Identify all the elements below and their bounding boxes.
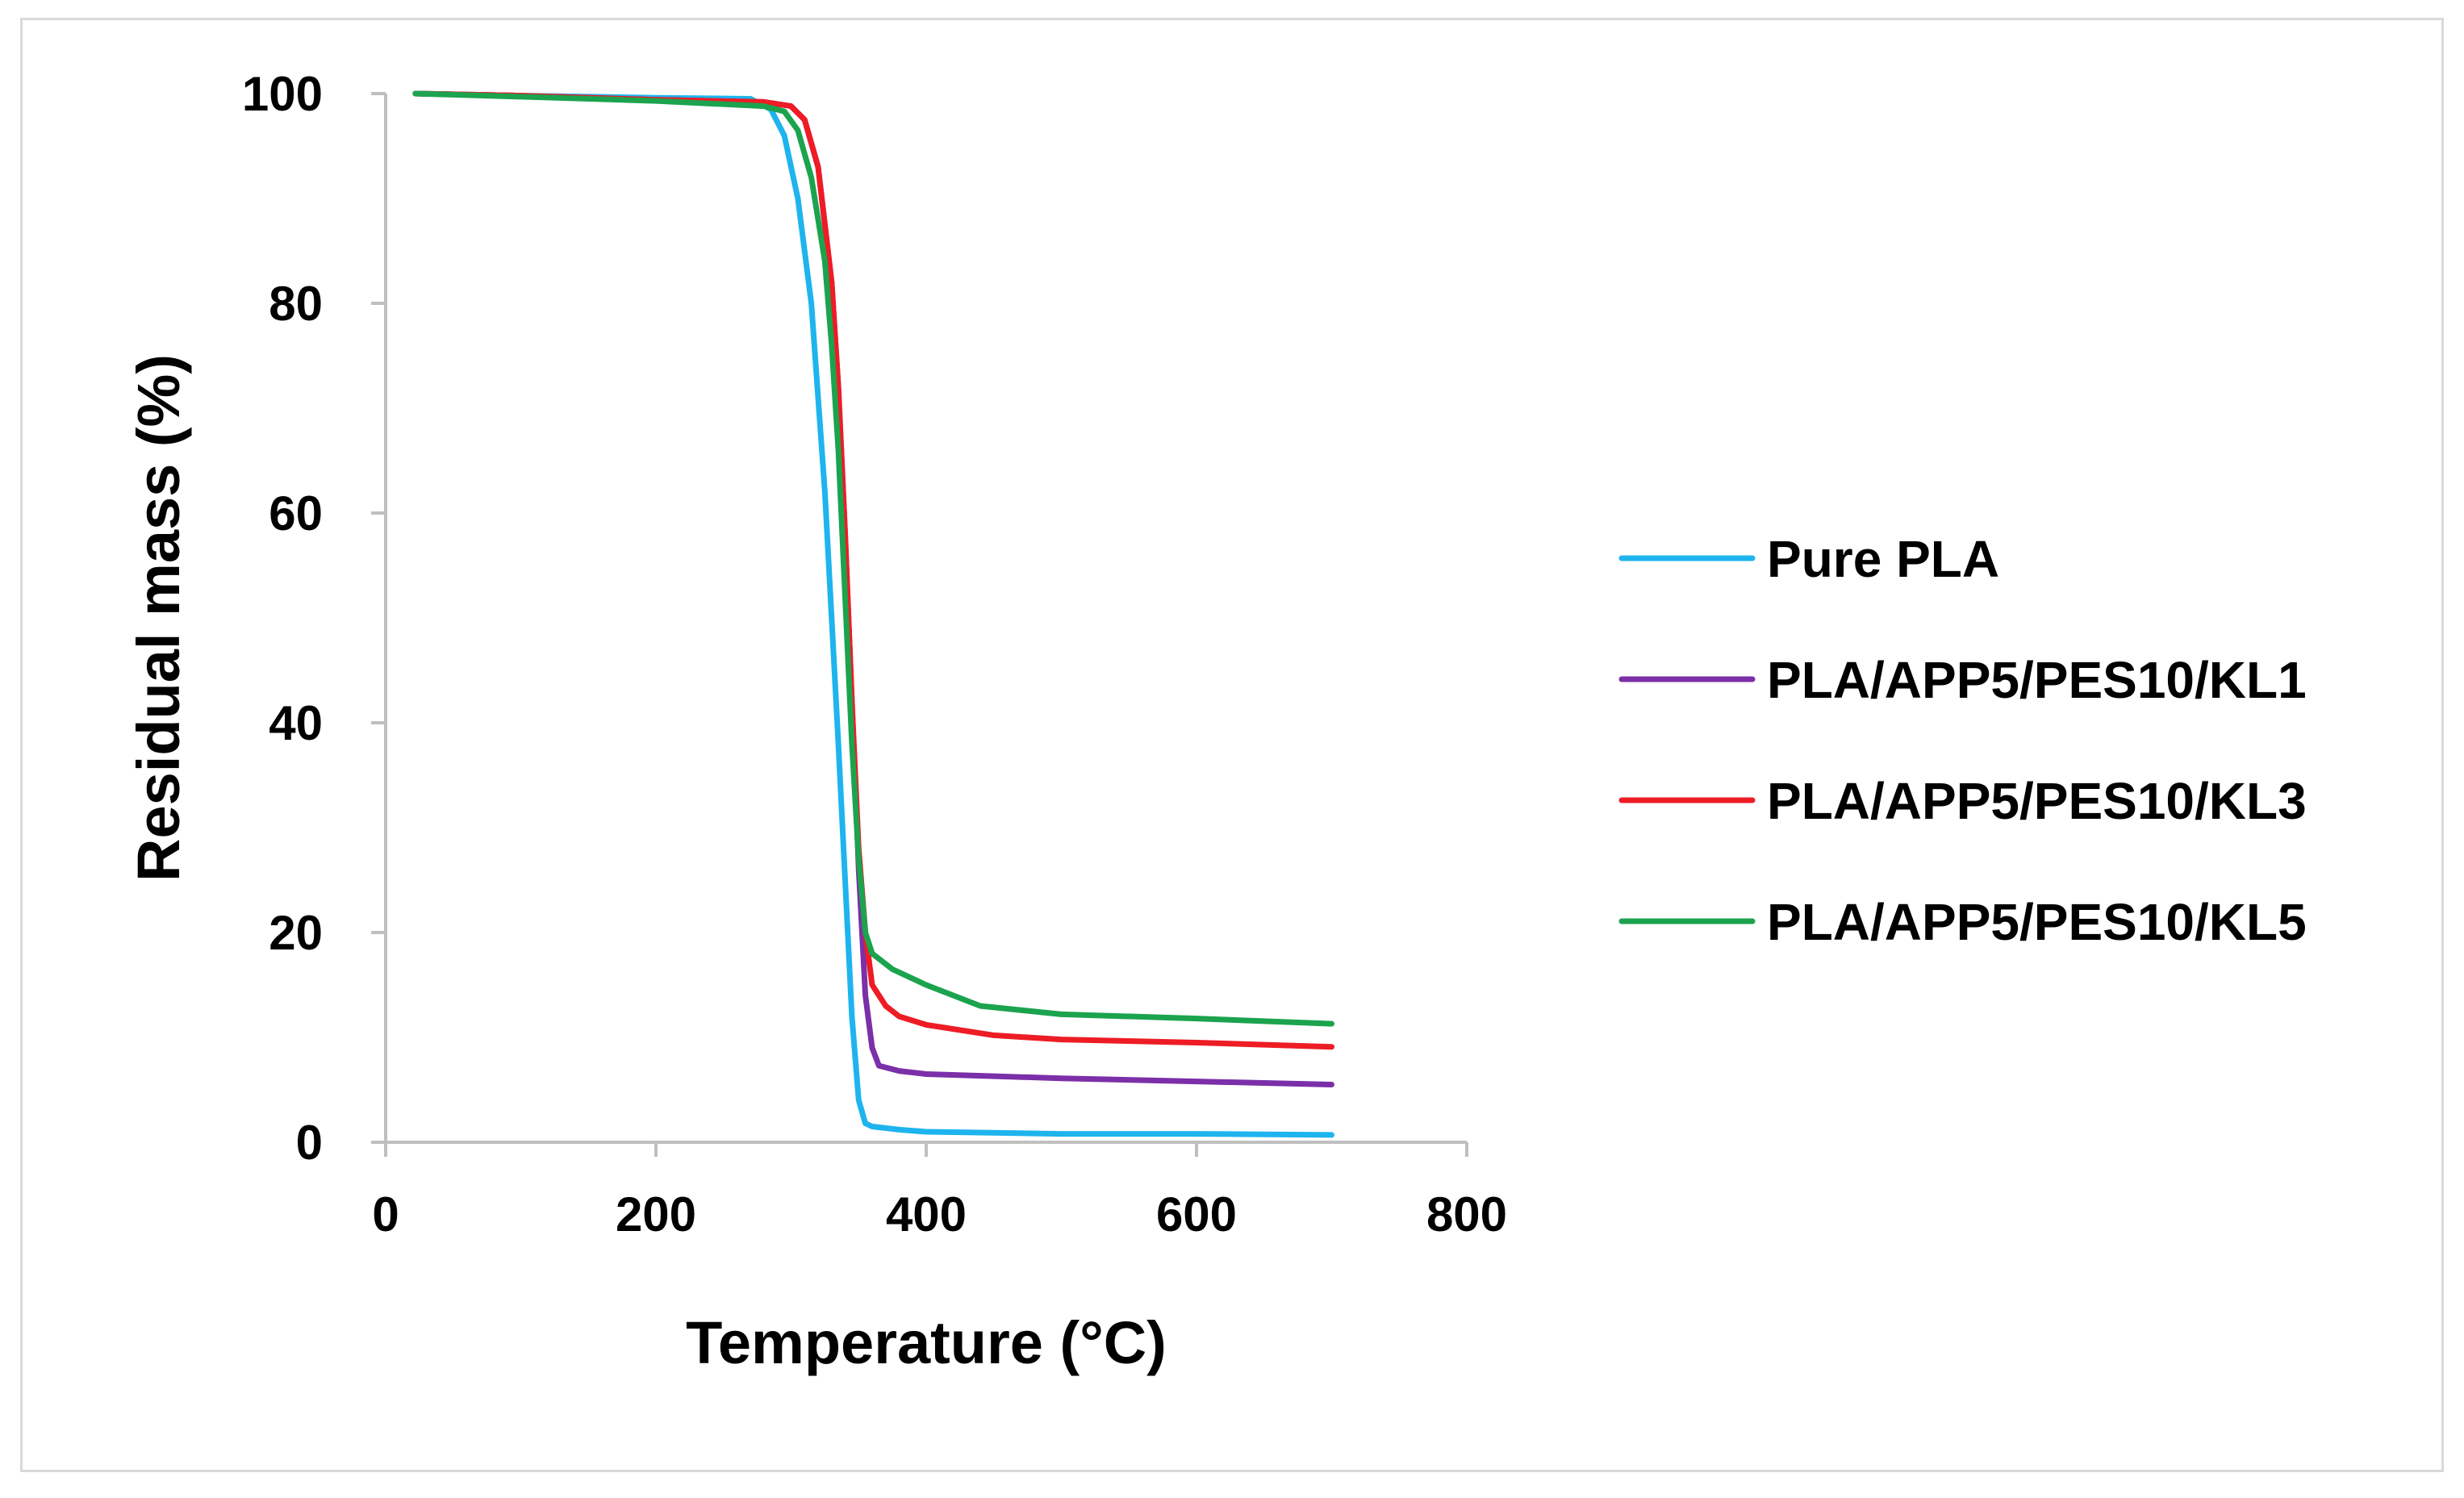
x-tick-label: 200	[616, 1187, 696, 1241]
legend-label-4: PLA/APP5/PES10/KL5	[1767, 893, 2307, 951]
plot-area: 0 20 40 60 80 100 0 200 400 600 800	[242, 67, 1507, 1241]
series-line-3	[412, 90, 1334, 1050]
chart-frame	[20, 18, 2444, 1472]
x-axis-ticks: 0 200 400 600 800	[372, 1142, 1507, 1241]
x-tick-label: 800	[1426, 1187, 1507, 1241]
x-tick-label: 400	[886, 1187, 967, 1241]
y-tick-label: 60	[269, 486, 323, 540]
x-tick-label: 600	[1156, 1187, 1237, 1241]
legend: Pure PLA PLA/APP5/PES10/KL1 PLA/APP5/PES10…	[1618, 530, 2307, 951]
y-axis-ticks: 0 20 40 60 80 100	[242, 67, 386, 1170]
y-tick-label: 80	[269, 277, 323, 331]
y-tick-label: 100	[242, 67, 323, 121]
series-line-4	[412, 90, 1334, 1027]
y-tick-label: 0	[296, 1116, 323, 1170]
legend-label-2: PLA/APP5/PES10/KL1	[1767, 651, 2307, 709]
legend-label-3: PLA/APP5/PES10/KL3	[1767, 772, 2307, 830]
x-tick-label: 0	[372, 1187, 399, 1241]
y-tick-label: 40	[269, 696, 323, 750]
y-axis-title: Residual mass (%)	[125, 354, 192, 882]
series-lines	[412, 90, 1334, 1138]
x-axis-title: Temperature (°C)	[686, 1309, 1167, 1376]
y-tick-label: 20	[269, 906, 323, 960]
series-line-2	[412, 90, 1334, 1087]
legend-label-1: Pure PLA	[1767, 530, 1999, 588]
